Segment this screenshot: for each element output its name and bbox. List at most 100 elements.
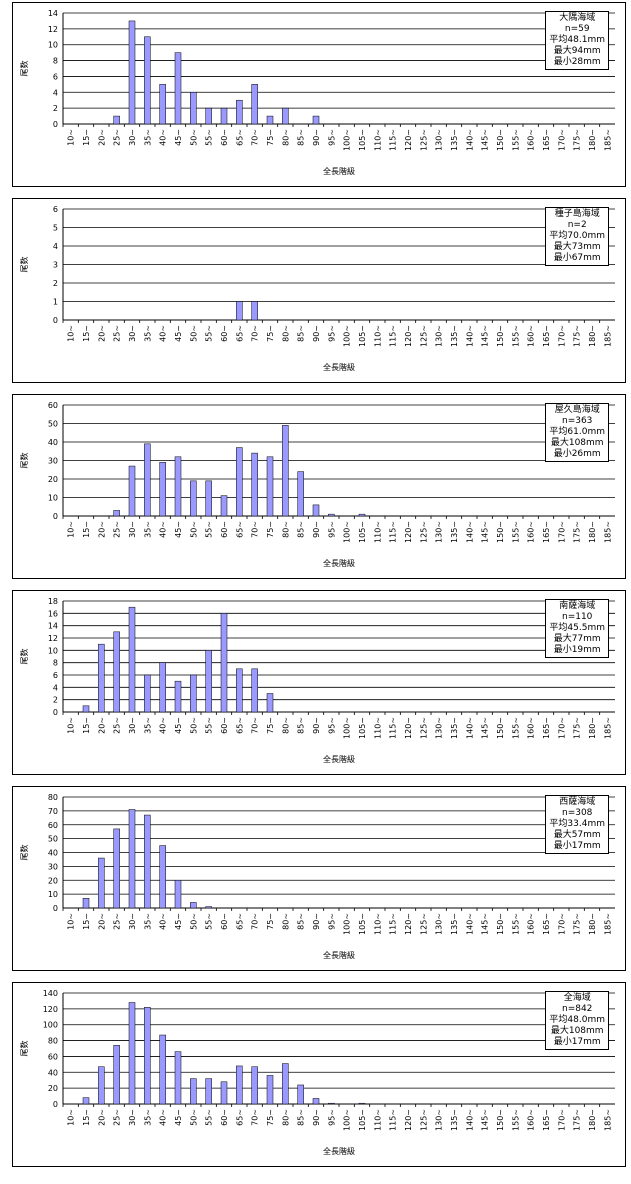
y-tick-label: 30 bbox=[48, 457, 58, 466]
x-tick-label: 165~ bbox=[542, 325, 551, 347]
bar bbox=[297, 471, 304, 517]
x-axis-label: 全長階級 bbox=[323, 1146, 355, 1156]
x-tick-label: 20~ bbox=[97, 521, 106, 538]
bar bbox=[251, 84, 258, 125]
x-tick-label: 10~ bbox=[67, 1109, 76, 1126]
y-tick-label: 0 bbox=[53, 904, 58, 913]
x-tick-label: 155~ bbox=[511, 129, 520, 151]
bar bbox=[205, 650, 212, 713]
bar bbox=[174, 880, 182, 909]
y-tick-label: 16 bbox=[48, 609, 58, 618]
x-tick-label: 110~ bbox=[373, 325, 382, 347]
stat-line: 最大77mm bbox=[553, 634, 601, 644]
x-tick-label: 185~ bbox=[603, 913, 612, 935]
x-tick-label: 50~ bbox=[189, 129, 198, 146]
stat-line: 平均61.0mm bbox=[549, 427, 605, 437]
x-tick-label: 150~ bbox=[496, 129, 505, 151]
bar bbox=[144, 1007, 151, 1105]
bar bbox=[144, 674, 151, 713]
y-tick-label: 60 bbox=[48, 401, 58, 410]
y-axis-label: 尾数 bbox=[19, 845, 29, 861]
bar bbox=[174, 52, 182, 125]
x-tick-label: 105~ bbox=[358, 521, 367, 543]
bar bbox=[128, 20, 136, 125]
bar bbox=[297, 1084, 304, 1105]
y-tick-label: 12 bbox=[48, 25, 58, 34]
y-tick-label: 20 bbox=[48, 475, 58, 484]
x-axis-label: 全長階級 bbox=[323, 362, 355, 372]
y-tick-label: 30 bbox=[48, 862, 58, 871]
region-name: 全海域 bbox=[563, 993, 591, 1003]
stat-line: 最小17mm bbox=[553, 841, 601, 851]
x-tick-label: 105~ bbox=[358, 1109, 367, 1131]
x-tick-label: 70~ bbox=[251, 521, 260, 538]
y-tick-label: 14 bbox=[48, 9, 58, 18]
x-tick-label: 75~ bbox=[266, 325, 275, 342]
x-tick-label: 90~ bbox=[312, 913, 321, 930]
bar bbox=[266, 1075, 274, 1105]
x-tick-label: 95~ bbox=[327, 325, 336, 342]
stat-line: n=2 bbox=[567, 220, 587, 230]
x-tick-label: 160~ bbox=[527, 129, 536, 151]
stat-line: 平均48.1mm bbox=[549, 35, 605, 45]
x-tick-label: 45~ bbox=[174, 521, 183, 538]
x-tick-label: 35~ bbox=[143, 129, 152, 146]
bar bbox=[328, 1102, 335, 1105]
bar bbox=[144, 814, 151, 909]
bar bbox=[328, 513, 335, 517]
x-tick-label: 30~ bbox=[128, 717, 137, 734]
y-tick-label: 8 bbox=[53, 659, 58, 668]
x-tick-label: 35~ bbox=[143, 325, 152, 342]
x-tick-label: 80~ bbox=[281, 521, 290, 538]
x-tick-label: 150~ bbox=[496, 325, 505, 347]
bar bbox=[266, 456, 274, 517]
x-tick-label: 110~ bbox=[373, 1109, 382, 1131]
x-tick-label: 130~ bbox=[435, 325, 444, 347]
y-tick-label: 2 bbox=[53, 696, 58, 705]
y-tick-label: 10 bbox=[48, 494, 58, 503]
x-tick-label: 55~ bbox=[205, 717, 214, 734]
bar bbox=[236, 99, 243, 125]
x-tick-label: 160~ bbox=[527, 913, 536, 935]
x-tick-label: 10~ bbox=[67, 913, 76, 930]
y-tick-label: 1 bbox=[53, 298, 58, 307]
x-tick-label: 175~ bbox=[573, 129, 582, 151]
stat-line: 平均48.0mm bbox=[549, 1015, 605, 1025]
x-tick-label: 60~ bbox=[220, 717, 229, 734]
stat-line: 平均70.0mm bbox=[549, 231, 605, 241]
x-tick-label: 165~ bbox=[542, 1109, 551, 1131]
chart-panel-2: 0 1 2 3 4 5 6 10~ 15~ 20~ 25~ 30~ 35~ 40~ 45~ 50~ 55~ 60~… bbox=[12, 198, 626, 383]
x-tick-label: 100~ bbox=[343, 913, 352, 935]
x-tick-label: 55~ bbox=[205, 1109, 214, 1126]
x-tick-label: 165~ bbox=[542, 913, 551, 935]
x-tick-label: 85~ bbox=[297, 325, 306, 342]
x-tick-label: 70~ bbox=[251, 129, 260, 146]
stats-legend-box: 屋久島海域 n=363 平均61.0mm 最大108mm 最小26mm bbox=[545, 403, 609, 462]
bar bbox=[174, 680, 182, 713]
stat-line: 最小26mm bbox=[553, 449, 601, 459]
x-tick-label: 120~ bbox=[404, 913, 413, 935]
x-tick-label: 25~ bbox=[113, 129, 122, 146]
region-name: 屋久島海域 bbox=[554, 405, 600, 415]
x-tick-label: 55~ bbox=[205, 521, 214, 538]
x-tick-label: 120~ bbox=[404, 129, 413, 151]
x-tick-label: 30~ bbox=[128, 129, 137, 146]
y-tick-label: 10 bbox=[48, 890, 58, 899]
x-axis-label: 全長階級 bbox=[323, 950, 355, 960]
x-tick-label: 150~ bbox=[496, 1109, 505, 1131]
x-tick-label: 40~ bbox=[159, 1109, 168, 1126]
chart-svg: 0 2 4 6 8 10 12 14 10~ 15~ 20~ 25~ 30~ 35~ 40~ 45~ 50~ 55… bbox=[19, 9, 615, 176]
x-tick-label: 35~ bbox=[143, 521, 152, 538]
x-tick-label: 55~ bbox=[205, 129, 214, 146]
x-tick-label: 85~ bbox=[297, 1109, 306, 1126]
bar bbox=[358, 1102, 366, 1105]
stat-line: 最小28mm bbox=[553, 57, 601, 67]
x-tick-label: 100~ bbox=[343, 325, 352, 347]
x-tick-label: 115~ bbox=[389, 325, 398, 347]
x-tick-label: 10~ bbox=[67, 129, 76, 146]
bar bbox=[113, 510, 120, 517]
y-axis-label: 尾数 bbox=[19, 61, 29, 77]
x-tick-label: 65~ bbox=[235, 913, 244, 930]
stat-line: 最大57mm bbox=[553, 830, 601, 840]
x-axis-label: 全長階級 bbox=[323, 558, 355, 568]
